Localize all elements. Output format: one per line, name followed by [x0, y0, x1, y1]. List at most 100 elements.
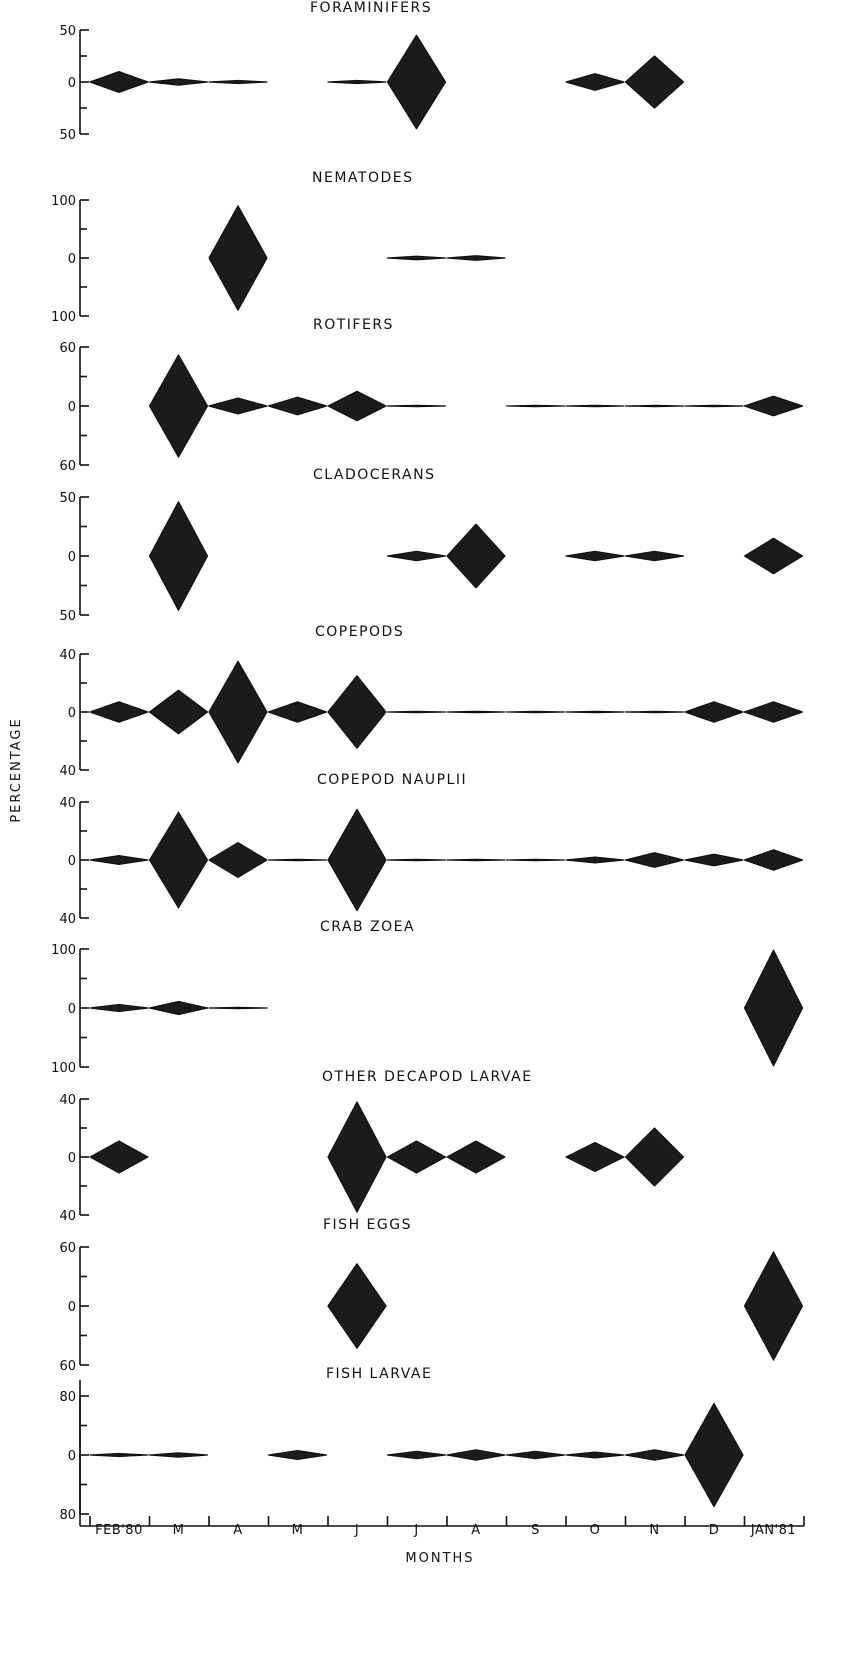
y-tick-label: 0 [68, 1151, 76, 1166]
kite-j-5 [386, 1140, 447, 1174]
kite-n-9 [624, 710, 685, 714]
y-tick-label: 0 [68, 252, 76, 267]
kite-jan81-11 [743, 537, 804, 575]
panel-rotifers: ROTIFERS 60 0 60 [59, 317, 804, 474]
y-axis-title: PERCENTAGE [9, 717, 24, 822]
kite-n-9 [624, 852, 685, 868]
kite-o-8 [565, 73, 625, 91]
y-tick-label: 0 [68, 1002, 76, 1017]
kite-o-8 [565, 550, 625, 562]
y-tick-label: 0 [68, 706, 76, 721]
month-label: S [531, 1523, 540, 1538]
kite-a-2 [208, 79, 268, 85]
panel-title: ROTIFERS [313, 317, 394, 333]
month-label: M [292, 1523, 304, 1538]
kite-j-5 [386, 858, 447, 862]
kite-a-2 [208, 660, 268, 764]
kite-m-1 [148, 689, 209, 735]
y-tick-label: 60 [59, 341, 76, 356]
y-tick-label: 40 [59, 648, 76, 663]
panel-copepod-nauplii: COPEPOD NAUPLII 40 0 40 [59, 772, 804, 927]
kite-m-3 [267, 701, 328, 723]
month-label: J [413, 1523, 418, 1538]
panel-title: FORAMINIFERS [310, 0, 432, 16]
kite-j-4 [327, 1101, 387, 1213]
panel-title: CLADOCERANS [313, 467, 436, 483]
kite-a-6 [446, 1140, 506, 1174]
kite-a-6 [446, 1449, 506, 1461]
kite-j-5 [386, 550, 447, 562]
y-tick-label: 100 [51, 194, 76, 209]
y-tick-label: 40 [59, 912, 76, 927]
y-tick-label: 40 [59, 796, 76, 811]
y-tick-label: 0 [68, 400, 76, 415]
y-tick-label: 80 [59, 1390, 76, 1405]
kite-s-7 [505, 1450, 566, 1460]
y-tick-label: 60 [59, 459, 76, 474]
panel-nematodes: NEMATODES 100 0 100 [51, 170, 506, 325]
panel-title: COPEPODS [315, 624, 404, 640]
kite-jan81-11 [743, 701, 804, 723]
y-tick-label: 40 [59, 764, 76, 779]
kite-o-8 [565, 404, 625, 408]
month-label: FEB'80 [95, 1523, 143, 1538]
panel-fish-larvae: FISH LARVAE 80 0 80 [59, 1366, 744, 1523]
y-tick-label: 0 [68, 550, 76, 565]
kite-a-6 [446, 710, 506, 714]
kite-j-5 [386, 34, 447, 130]
x-axis-title: MONTHS [405, 1551, 474, 1566]
y-tick-label: 0 [68, 1300, 76, 1315]
kite-n-9 [624, 1127, 685, 1187]
panel-title: CRAB ZOEA [320, 919, 415, 935]
kite-m-3 [267, 396, 328, 416]
y-tick-label: 0 [68, 1449, 76, 1464]
month-label: M [173, 1523, 185, 1538]
kite-m-1 [148, 501, 209, 611]
kite-j-5 [386, 1450, 447, 1460]
y-tick-label: 80 [59, 1508, 76, 1523]
kite-n-9 [624, 55, 685, 109]
kite-j-4 [327, 675, 387, 749]
kite-m-1 [148, 1452, 209, 1458]
kite-jan81-11 [743, 849, 804, 871]
kite-s-7 [505, 858, 566, 862]
kite-feb80-0 [89, 70, 149, 94]
panel-title: FISH EGGS [323, 1217, 412, 1233]
y-tick-label: 40 [59, 1209, 76, 1224]
y-tick-label: 60 [59, 1241, 76, 1256]
kite-j-5 [386, 710, 447, 714]
y-tick-label: 50 [59, 128, 76, 143]
kite-m-1 [148, 78, 209, 86]
kite-m-1 [148, 1000, 209, 1016]
panel-foraminifers: FORAMINIFERS 50 0 50 [59, 0, 685, 143]
panel-title: COPEPOD NAUPLII [317, 772, 467, 788]
kite-a-2 [208, 205, 268, 311]
kite-m-1 [148, 354, 209, 458]
kite-j-5 [386, 255, 447, 261]
kite-o-8 [565, 1141, 625, 1173]
panel-fish-eggs: FISH EGGS 60 0 60 [59, 1217, 804, 1374]
month-label: JAN'81 [750, 1523, 796, 1538]
y-tick-label: 40 [59, 1093, 76, 1108]
kite-n-9 [624, 404, 685, 408]
kite-j-4 [327, 808, 387, 912]
panel-title: OTHER DECAPOD LARVAE [322, 1069, 533, 1085]
kite-a-2 [208, 397, 268, 415]
kite-a-2 [208, 841, 268, 879]
kite-j-4 [327, 1263, 387, 1349]
kite-s-7 [505, 710, 566, 714]
panel-title: NEMATODES [312, 170, 413, 186]
kite-feb80-0 [89, 855, 149, 865]
kite-a-2 [208, 1006, 268, 1010]
kite-d-10 [684, 1402, 744, 1508]
panel-title: FISH LARVAE [326, 1366, 432, 1382]
kite-n-9 [624, 550, 685, 562]
kite-n-9 [624, 1449, 685, 1461]
kite-s-7 [505, 404, 566, 408]
months-axis: FEB'80 M A M J J A S O N D JAN'81 [79, 1380, 805, 1538]
kite-jan81-11 [743, 1251, 804, 1361]
kite-d-10 [684, 853, 744, 867]
month-label: J [354, 1523, 359, 1538]
